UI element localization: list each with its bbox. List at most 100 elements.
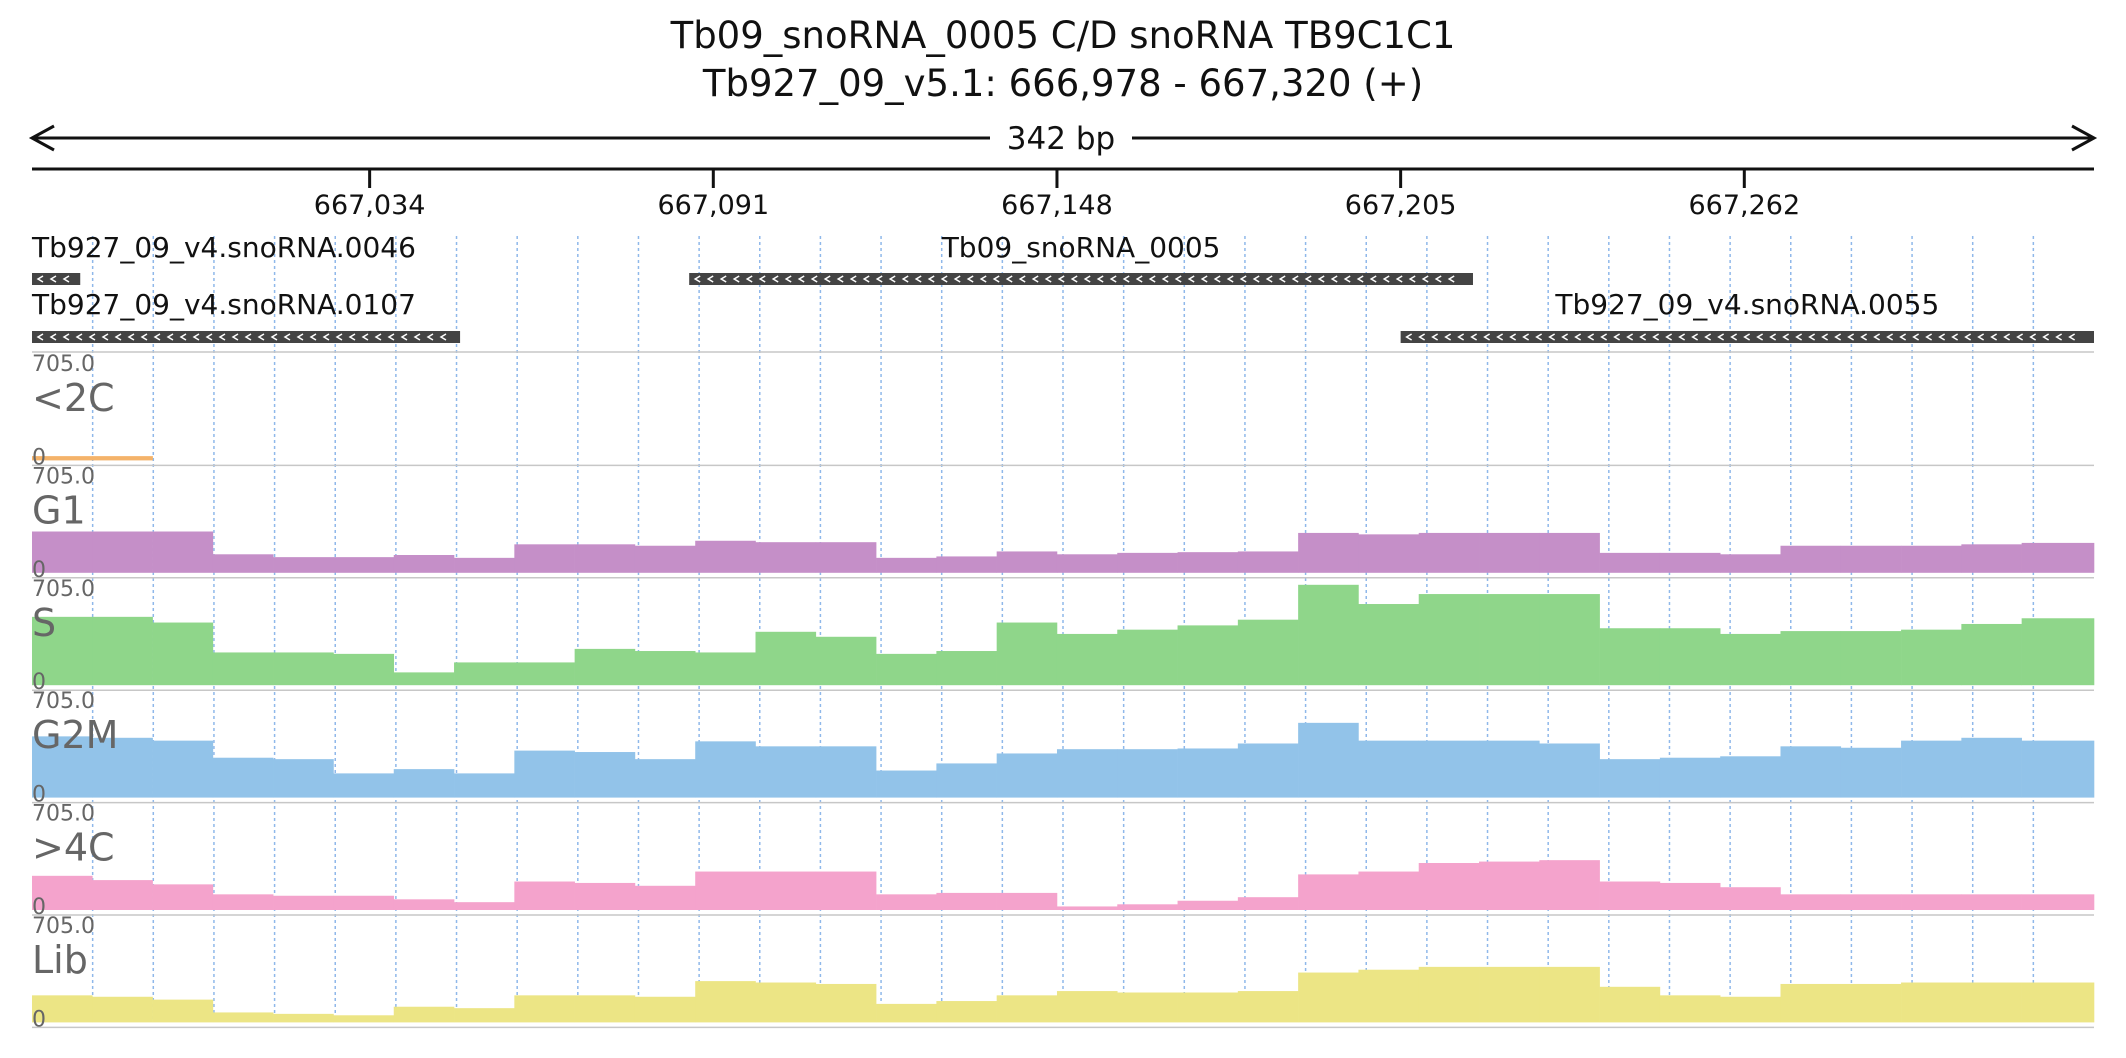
coverage-bar	[1659, 995, 1721, 1023]
feature-bar[interactable]	[689, 273, 1473, 285]
strand-arrow-icon	[1925, 333, 1933, 341]
coverage-bar	[815, 542, 877, 573]
coverage-bar	[1056, 749, 1118, 798]
strand-arrow-icon	[1109, 275, 1117, 283]
coverage-tracks: 705.0<2C0705.0G10705.0S0705.0G2M0705.0>4…	[32, 351, 2095, 1032]
coverage-bar	[695, 981, 756, 1023]
coverage-bar	[1117, 552, 1178, 573]
strand-arrow-icon	[413, 333, 421, 341]
coverage-bar	[876, 653, 937, 686]
coverage-bar	[996, 551, 1058, 573]
coverage-bar	[876, 557, 937, 573]
strand-arrow-icon	[1483, 333, 1491, 341]
coverage-bar	[454, 773, 515, 798]
strand-arrow-icon	[1395, 275, 1403, 283]
strand-arrow-icon	[1356, 275, 1364, 283]
coverage-bar	[1901, 545, 1962, 573]
coverage-bar	[333, 773, 395, 798]
coverage-bar	[1840, 894, 1902, 910]
coverage-bar	[1659, 757, 1721, 798]
coverage-bar	[755, 542, 817, 573]
feature-title: Tb09_snoRNA_0005 C/D snoRNA TB9C1C1	[670, 14, 1456, 57]
coverage-bar	[1237, 991, 1299, 1023]
strand-arrow-icon	[179, 333, 187, 341]
coverage-bar	[1539, 594, 1600, 686]
strand-arrow-icon	[1782, 333, 1790, 341]
strand-arrow-icon	[1951, 333, 1959, 341]
coverage-bar	[32, 995, 93, 1023]
coverage-bar	[1418, 740, 1480, 798]
coverage-bar	[393, 554, 455, 573]
coverage-bar	[1720, 554, 1781, 573]
strand-arrow-icon	[1343, 275, 1351, 283]
coverage-bar	[695, 540, 756, 573]
strand-arrow-icon	[1509, 333, 1517, 341]
coverage-bar	[1961, 544, 2022, 573]
coverage-bar	[755, 746, 817, 798]
strand-arrow-icon	[693, 275, 701, 283]
coverage-bar	[1780, 545, 1842, 573]
strand-arrow-icon	[114, 333, 122, 341]
track-ymin-label: 0	[32, 445, 46, 470]
coverage-bar	[1599, 628, 1661, 686]
track-ymin-label: 0	[32, 783, 46, 808]
coverage-bar	[1479, 740, 1540, 798]
coverage-bar	[1056, 633, 1118, 686]
coverage-bar	[1298, 722, 1359, 798]
coverage-bar	[1177, 992, 1239, 1023]
strand-arrow-icon	[1613, 333, 1621, 341]
coverage-bar	[1056, 554, 1118, 573]
strand-arrow-icon	[862, 275, 870, 283]
track-ymin-label: 0	[32, 670, 46, 695]
coverage-bar	[1237, 897, 1299, 910]
track-name: Lib	[32, 938, 88, 982]
coverage-bar	[1599, 881, 1661, 910]
coverage-bar	[1358, 740, 1420, 798]
strand-arrow-icon	[1304, 275, 1312, 283]
strand-arrow-icon	[374, 333, 382, 341]
coverage-bar	[815, 983, 877, 1023]
coverage-bar	[755, 871, 817, 910]
strand-arrow-icon	[719, 275, 727, 283]
coverage-bar	[273, 1013, 334, 1023]
coverage-bar	[1599, 986, 1661, 1023]
strand-arrow-icon	[1418, 333, 1426, 341]
strand-arrow-icon	[953, 275, 961, 283]
coverage-bar	[695, 871, 756, 910]
coverage-bar	[1780, 983, 1842, 1023]
coverage-bar	[996, 892, 1058, 910]
strand-arrow-icon	[1200, 275, 1208, 283]
strand-arrow-icon	[1574, 333, 1582, 341]
span-arrow-right-icon	[2071, 124, 2098, 152]
strand-arrow-icon	[1938, 333, 1946, 341]
coverage-bar	[1539, 860, 1600, 910]
coverage-bar	[574, 544, 636, 573]
strand-arrow-icon	[1587, 333, 1595, 341]
coverage-bar	[1840, 545, 1902, 573]
coverage-bar	[393, 1006, 455, 1023]
coverage-bar	[1539, 532, 1600, 573]
coverage-bar	[454, 1008, 515, 1023]
coverage-bar	[1117, 749, 1178, 798]
coverage-bar	[1418, 532, 1480, 573]
coverage-bar	[1720, 633, 1781, 686]
strand-arrow-icon	[62, 333, 70, 341]
coverage-bar	[1358, 871, 1420, 910]
coverage-bar	[815, 871, 877, 910]
strand-arrow-icon	[296, 333, 304, 341]
track-ymin-label: 0	[32, 895, 46, 920]
strand-arrow-icon	[244, 333, 252, 341]
feature-bar[interactable]	[1400, 331, 2094, 343]
coverage-bar	[514, 750, 575, 798]
strand-arrow-icon	[1522, 333, 1530, 341]
coverage-bar	[32, 616, 93, 686]
coverage-bar	[876, 894, 937, 910]
strand-arrow-icon	[335, 333, 343, 341]
coverage-bar	[634, 651, 696, 686]
coordinate-axis: 667,034 667,091 667,148 667,205 667,262	[32, 167, 2094, 221]
coverage-bar	[1358, 534, 1420, 573]
strand-arrow-icon	[758, 275, 766, 283]
axis-tick-label: 667,091	[657, 190, 769, 221]
strand-arrow-icon	[75, 333, 83, 341]
strand-arrow-icon	[1018, 275, 1026, 283]
